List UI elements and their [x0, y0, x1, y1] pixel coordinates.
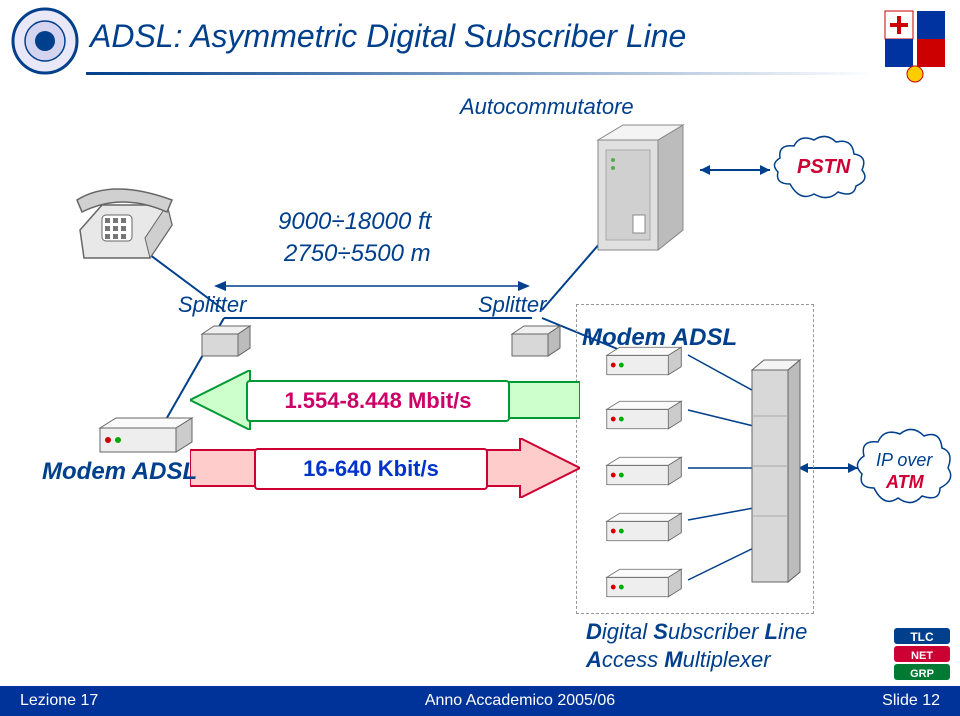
pstn-label: PSTN [797, 156, 850, 179]
modem-right-2-icon [598, 398, 690, 432]
upstream-rate-text: 16-640 Kbit/s [303, 456, 439, 481]
ip-over-label: IP over [876, 450, 932, 471]
range-ft-label: 9000÷18000 ft [278, 208, 431, 236]
server-icon [588, 120, 698, 260]
modem-right-3-icon [598, 454, 690, 488]
telephone-icon [72, 170, 182, 270]
splitter-right-icon [508, 322, 564, 362]
link-lines [0, 0, 960, 716]
svg-text:NET: NET [911, 650, 933, 662]
dslam-caption: Digital Subscriber Line Access Multiplex… [586, 618, 807, 673]
footer-bar: Lezione 17 Anno Accademico 2005/06 Slide… [0, 686, 960, 716]
svg-text:GRP: GRP [910, 668, 934, 680]
range-m-label: 2750÷5500 m [284, 240, 431, 268]
splitter-left-icon [198, 322, 254, 362]
splitter-left-label: Splitter [178, 292, 246, 318]
splitter-right-label: Splitter [478, 292, 546, 318]
modem-right-1-icon [598, 344, 690, 378]
tlc-logo-icon: TLC NET GRP [892, 626, 952, 682]
modem-left-icon [96, 414, 196, 456]
footer-anno: Anno Accademico 2005/06 [260, 692, 780, 710]
downstream-rate-box: 1.554-8.448 Mbit/s [246, 380, 510, 422]
modem-adsl-left-label: Modem ADSL [42, 458, 197, 486]
modem-right-5-icon [598, 566, 690, 600]
modem-right-4-icon [598, 510, 690, 544]
footer-slide: Slide 12 [780, 692, 960, 710]
svg-text:TLC: TLC [910, 630, 934, 644]
dslam-icon [748, 356, 804, 586]
downstream-rate-text: 1.554-8.448 Mbit/s [284, 388, 471, 413]
upstream-rate-box: 16-640 Kbit/s [254, 448, 488, 490]
atm-label: ATM [886, 472, 924, 493]
footer-lezione: Lezione 17 [0, 692, 260, 710]
